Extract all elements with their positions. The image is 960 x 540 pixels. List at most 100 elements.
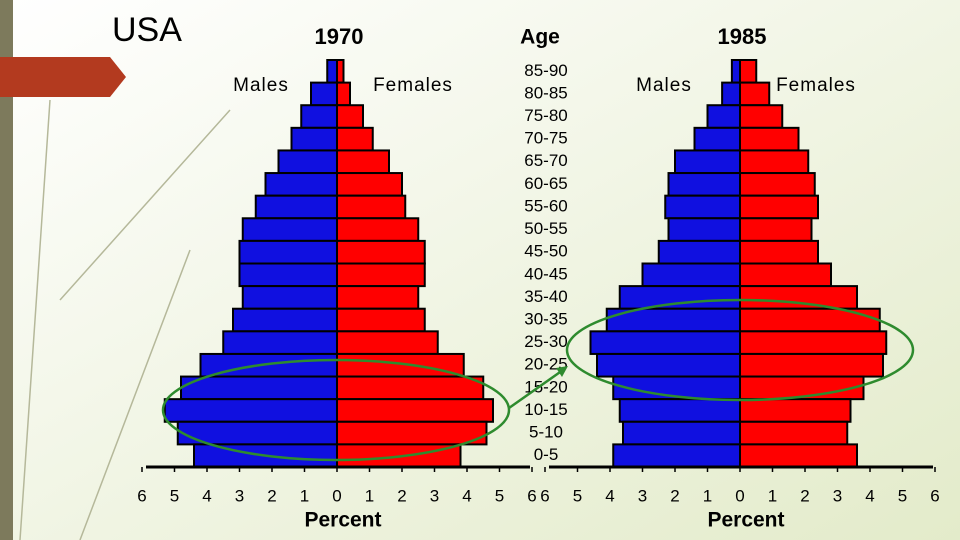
bar [336,126,374,152]
bar [739,149,810,175]
age-group-label: 45-50 [524,242,567,261]
x-tick-label: 3 [430,486,439,505]
x-tick-label: 6 [930,486,939,505]
arrow-head [556,366,568,377]
bar [310,81,338,107]
bar [241,285,338,310]
bar [336,172,403,197]
bar [667,217,741,242]
bar [641,262,741,288]
x-tick-label: 1 [300,486,309,505]
bar [739,81,771,107]
age-group-label: 15-20 [524,377,567,396]
x-tick-label: 2 [397,486,406,505]
age-group-label: 65-70 [524,151,567,170]
page-title: USA [112,11,182,49]
bar [667,172,741,197]
bar [739,59,758,84]
x-tick-label: 6 [137,486,146,505]
x-tick-label: 2 [800,486,809,505]
bar [589,330,741,355]
series-label: Females [373,75,453,96]
age-group-label: 5-10 [529,423,563,442]
bar [596,352,741,378]
bar [254,194,338,220]
bar [739,217,813,242]
age-group-label: 10-15 [524,400,567,419]
bar [739,398,852,423]
series-label: Males [636,75,692,96]
bar [336,149,390,175]
age-group-label: 50-55 [524,219,567,238]
x-tick-label: 2 [267,486,276,505]
x-tick-label: 4 [865,486,874,505]
bar [739,126,800,152]
bar [336,285,420,310]
x-axis-label: Percent [304,509,381,532]
x-tick-label: 4 [202,486,211,505]
bar [336,217,420,242]
bar [706,104,741,129]
x-tick-label: 3 [833,486,842,505]
chart-title: 1970 [315,24,364,49]
bar [238,239,338,265]
bar [232,307,338,333]
bar [336,375,485,401]
series-label: Males [233,75,289,96]
decor-lines [19,99,231,540]
bar [618,398,741,423]
bar [674,149,741,175]
bar [336,330,439,355]
age-group-label: 85-90 [524,61,567,80]
arrow-decoration [0,57,126,97]
x-tick-label: 5 [898,486,907,505]
bar [693,126,741,152]
bar [336,81,351,107]
x-tick-label: 0 [735,486,744,505]
highlight-ellipse [161,358,511,462]
bar [739,262,832,288]
x-tick-label: 1 [365,486,374,505]
x-tick-label: 6 [527,486,536,505]
age-group-label: 40-45 [524,264,567,283]
bar [618,285,741,310]
bar [336,420,488,446]
bar [336,262,426,288]
bar [664,194,741,220]
x-tick-label: 1 [768,486,777,505]
bar [721,81,741,107]
x-tick-label: 2 [670,486,679,505]
age-group-label: 75-80 [524,106,567,125]
connector-arrow [508,368,564,410]
age-group-label: 55-60 [524,196,567,215]
x-tick-label: 5 [170,486,179,505]
bar [739,172,816,197]
bar [739,194,819,220]
bar [336,104,364,129]
x-tick-label: 3 [638,486,647,505]
bar [222,330,338,355]
age-group-label: 60-65 [524,174,567,193]
bar [277,149,338,175]
age-label: Age [520,26,560,49]
bar [163,398,338,423]
bar [336,398,494,423]
bar [657,239,741,265]
x-tick-label: 5 [573,486,582,505]
age-group-label: 30-35 [524,310,567,329]
bar [739,443,858,468]
series-label: Females [776,75,856,96]
plots: 85-9080-8575-8070-7565-7060-6555-6050-55… [137,24,939,532]
bar [241,217,338,242]
bar [336,352,465,378]
chart-title: 1985 [718,24,767,49]
bar [336,194,407,220]
x-tick-label: 5 [495,486,504,505]
bar [290,126,338,152]
x-tick-label: 0 [332,486,341,505]
age-group-label: 70-75 [524,129,567,148]
bar [300,104,338,129]
bar [336,59,345,84]
bar [326,59,338,84]
